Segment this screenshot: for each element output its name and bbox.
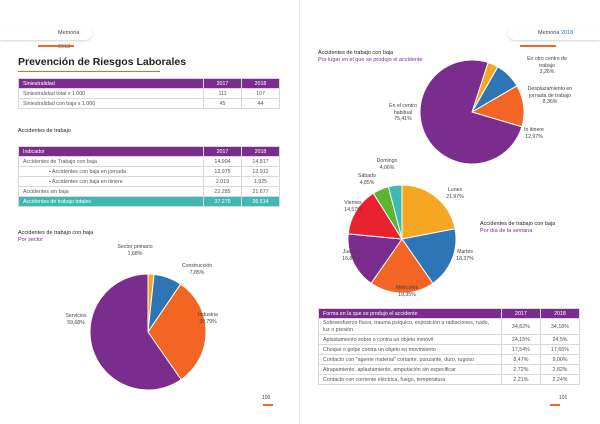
header-title: Memoria <box>538 30 560 36</box>
page-number-accent <box>263 404 273 406</box>
page-title: Prevención de Riesgos Laborales <box>18 56 187 68</box>
table-cell: 2,24% <box>539 374 581 385</box>
table-row: Contacto con corriente eléctrica, fuego,… <box>318 374 581 385</box>
right-header: Memoria 2018 <box>508 26 600 40</box>
pie-slice <box>370 238 434 294</box>
page-number: 101 <box>559 395 568 401</box>
pie-label: En otro centro de trabajo 3,26% <box>527 56 567 75</box>
table-cell: 2,82% <box>539 364 581 375</box>
pie-label: Miércoles 19,35% <box>395 285 419 298</box>
table-cell: 36.514 <box>241 196 280 207</box>
table-row: • Accidentes con baja en itinere 2.019 1… <box>18 176 280 187</box>
pie-label: Jueves 16,83% <box>342 249 360 262</box>
table-row: Accidentes de Trabajo con baja 14.994 14… <box>18 156 280 167</box>
table-caption: Accidentes de trabajo <box>18 128 71 134</box>
pie-label: Sábado 4,85% <box>358 173 376 186</box>
header-year: 2018 <box>560 30 574 36</box>
table-row: Siniestralidad con baja x 1.000 45 44 <box>18 98 280 109</box>
right-page: Memoria 2018 Accidentes de trabajo con b… <box>300 0 600 424</box>
table-row: Contacto con "agente material" cortante,… <box>318 354 581 365</box>
pie-label: Industria 30,79% <box>198 312 218 325</box>
pie-label: En el centro habitual 75,41% <box>389 103 417 122</box>
table-cell: 8,47% <box>500 354 541 365</box>
table-cell: 44 <box>241 98 280 109</box>
table-cell: 34,18% <box>539 318 581 335</box>
pie-label: Domingo 4,06% <box>376 158 398 171</box>
lugar-pie-chart <box>419 59 525 165</box>
table-header: 2017 <box>500 308 541 319</box>
chart-subtitle: Por día de la semana <box>480 228 533 234</box>
pie-slice <box>401 228 457 285</box>
pie-label: Viernes 14,57% <box>344 200 362 213</box>
chart-title: Accidentes de trabajo con baja <box>318 50 394 56</box>
dia-pie-chart <box>347 184 457 294</box>
table-cell: Contacto con "agente material" cortante,… <box>318 354 502 365</box>
pie-label: Construcción 7,85% <box>181 263 213 276</box>
table-header: 2018 <box>539 308 581 319</box>
pie-slice <box>419 59 523 165</box>
table-cell: 34,82% <box>500 318 541 335</box>
page-number: 100 <box>262 395 271 401</box>
table-cell: Sobreesfuerzo físico, trauma psíquico, e… <box>318 318 502 335</box>
chart-subtitle: Por lugar en el que se produjo el accide… <box>318 57 423 63</box>
accidentes-table: Indicador 2017 2018 Accidentes de Trabaj… <box>18 146 280 207</box>
table-cell: 17,65% <box>539 344 581 355</box>
table-cell: 2,21% <box>500 374 541 385</box>
chart-subtitle: Por sector <box>18 237 44 243</box>
pie-slice <box>401 184 456 240</box>
pie-label: Lunes 21,97% <box>446 187 464 200</box>
pie-label: In itinere 12,97% <box>524 127 544 140</box>
left-page: Memoria 2018 Prevención de Riesgos Labor… <box>0 0 300 424</box>
table-row: Sobreesfuerzo físico, trauma psíquico, e… <box>318 318 581 335</box>
table-cell: Choque o golpe contra un objeto en movim… <box>318 344 502 355</box>
pie-slice <box>387 184 403 240</box>
pie-label: Desplazamiento en jornada de trabajo 8,36… <box>527 86 573 105</box>
pie-slice <box>347 233 403 284</box>
pie-label: Martes 18,37% <box>456 249 474 262</box>
pie-label: Sector primario 1,68% <box>117 244 153 257</box>
pie-label: Servicios 59,68% <box>65 313 87 326</box>
pie-slice <box>147 283 207 381</box>
pie-slice <box>89 273 182 391</box>
table-total-row: Accidentes de trabajo totales 37.279 36.… <box>18 196 280 207</box>
table-cell: Atrapamiento, aplastamiento, amputación … <box>318 364 502 375</box>
title-underline <box>18 71 160 72</box>
left-header: Memoria 2018 <box>0 26 92 50</box>
header-accent-line <box>38 45 74 47</box>
siniestralidad-table: Siniestralidad 2017 2018 Siniestralidad … <box>18 78 280 109</box>
header-title: Memoria <box>58 30 80 36</box>
table-cell: Contacto con corriente eléctrica, fuego,… <box>318 374 502 385</box>
table-cell: Aplastamiento sobre o contra un objeto i… <box>318 334 502 345</box>
chart-title: Accidentes de trabajo con baja <box>480 221 556 227</box>
page-number-accent <box>550 404 560 406</box>
table-row: Aplastamiento sobre o contra un objeto i… <box>318 334 581 345</box>
header-year: 2018 <box>58 44 71 50</box>
forma-accidente-table: Forma en la que se produjo el accidente … <box>318 308 581 385</box>
pie-slice <box>347 192 403 240</box>
table-cell: 9,00% <box>539 354 581 365</box>
chart-title: Accidentes de trabajo con baja <box>18 230 94 236</box>
table-cell: 2,72% <box>500 364 541 375</box>
header-accent-line <box>520 45 556 47</box>
table-cell: 24,5% <box>539 334 581 345</box>
table-header: Forma en la que se produjo el accidente <box>318 308 502 319</box>
table-row: Choque o golpe contra un objeto en movim… <box>318 344 581 355</box>
table-cell: 24,15% <box>500 334 541 345</box>
table-row: Atrapamiento, aplastamiento, amputación … <box>318 364 581 375</box>
table-cell: 17,54% <box>500 344 541 355</box>
sector-pie-chart <box>89 273 207 391</box>
